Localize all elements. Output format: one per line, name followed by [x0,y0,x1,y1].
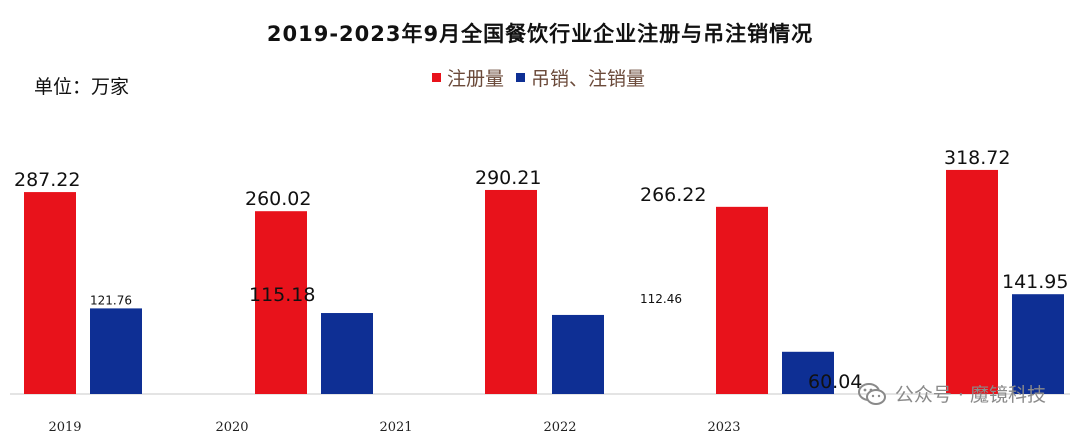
legend: 注册量 吊销、注销量 [432,64,657,91]
data-label-cancellations-2020: 115.18 [249,284,315,306]
legend-label-cancellations: 吊销、注销量 [531,68,646,90]
chart-title: 2019-2023年9月全国餐饮行业企业注册与吊注销情况 [266,22,814,46]
bar-cancellations-2020 [321,313,373,394]
unit-label: 单位：万家 [34,76,130,98]
x-tick-label-2021: 2021 [379,420,412,435]
legend-item-cancellations: 吊销、注销量 [516,64,645,91]
bar-registrations-2021 [485,189,537,394]
data-label-cancellations-2023: 141.95 [1002,271,1068,293]
x-tick-label-2020: 2020 [215,420,248,435]
bar-registrations-2020 [255,211,307,394]
data-label-cancellations-2022: 60.04 [808,371,862,393]
data-label-registrations-2023: 318.72 [944,147,1010,169]
data-label-registrations-2019: 287.22 [14,169,80,191]
legend-swatch-red [432,73,441,82]
watermark-text: 公众号 · 魔镜科技 [894,384,1046,406]
x-tick-label-2023: 2023 [707,420,740,435]
legend-swatch-blue [516,73,526,82]
data-label-cancellations-2021: 112.46 [640,292,682,306]
bar-cancellations-2019 [90,308,142,394]
bar-cancellations-2023 [1012,294,1064,394]
bar-registrations-2022 [716,206,768,394]
data-label-registrations-2022: 266.22 [640,184,706,206]
data-label-registrations-2020: 260.02 [245,188,311,210]
legend-item-registrations: 注册量 [432,64,504,91]
x-tick-label-2019: 2019 [48,420,81,435]
bar-cancellations-2021 [552,314,604,394]
bar-registrations-2023 [946,169,998,394]
bar-registrations-2019 [24,192,76,394]
x-tick-label-2022: 2022 [543,420,576,435]
data-label-cancellations-2019: 121.76 [90,293,132,307]
watermark: 公众号 · 魔镜科技 [857,380,1046,407]
wechat-icon [857,382,886,405]
bar-cancellations-2022 [782,351,834,394]
data-label-registrations-2021: 290.21 [475,167,541,189]
legend-label-registrations: 注册量 [447,68,505,90]
